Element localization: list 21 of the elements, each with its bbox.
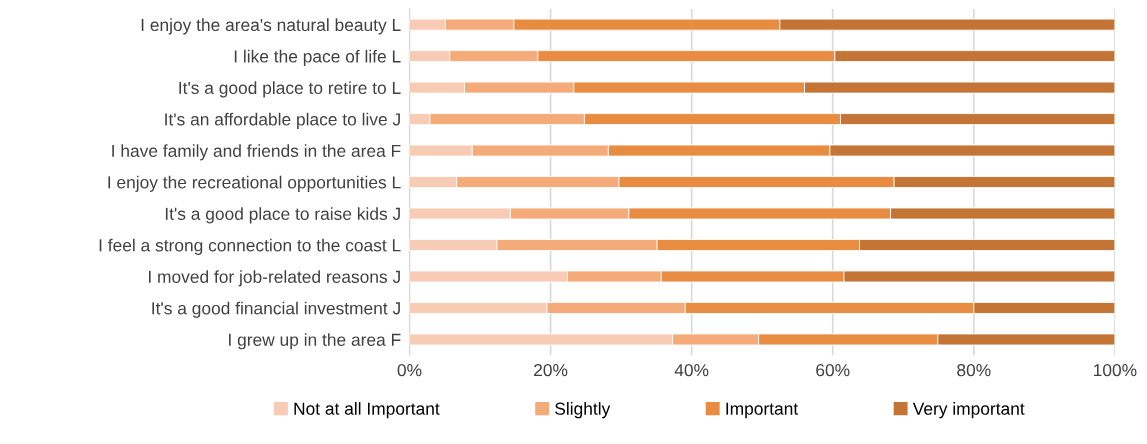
x-tick-label: 0% [397,363,422,377]
y-tick-label: It's a good financial investment J [152,301,400,318]
x-tick-label: 40% [674,363,709,377]
legend-label: Not at all Important [294,402,440,419]
y-tick-label: I have family and friends in the area F [112,144,401,161]
y-tick-label: I enjoy the area's natural beauty L [141,18,401,35]
y-tick-label: I like the pace of life L [234,49,401,66]
x-tick-label: 80% [957,363,991,377]
y-tick-label: I feel a strong connection to the coast L [99,238,401,255]
y-tick-label: It's a good place to raise kids J [165,207,400,224]
y-tick-label: I enjoy the recreational opportunities L [108,175,401,192]
x-tick-label: 100% [1094,363,1137,377]
y-tick-label: It's an affordable place to live J [165,112,400,129]
legend-label: Slightly [555,402,611,419]
legend-label: Important [726,402,799,419]
legend-label: Very important [912,402,1025,419]
y-tick-label: It's a good place to retire to L [179,81,401,98]
y-tick-label: I moved for job-related reasons J [148,270,400,287]
x-tick-label: 20% [534,363,568,377]
x-tick-label: 60% [816,363,850,377]
y-tick-label: I grew up in the area F [229,333,401,350]
